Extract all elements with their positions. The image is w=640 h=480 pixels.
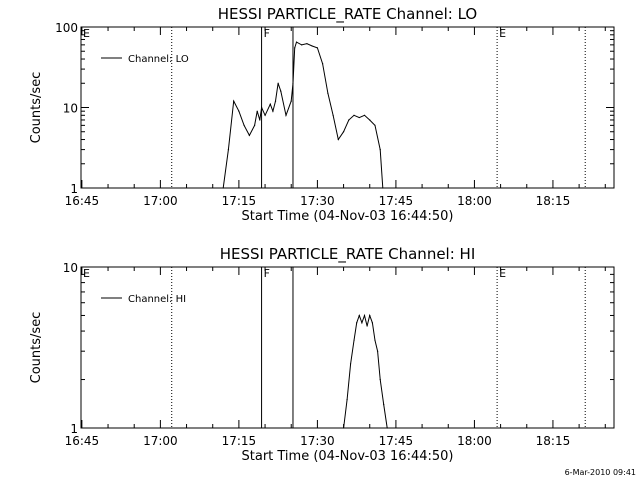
data-point [379,148,381,151]
data-point [358,116,360,119]
x-tick-label: 17:30 [300,434,335,448]
data-point [243,124,245,126]
x-tick-label: 16:45 [65,194,100,208]
data-point [374,124,376,126]
event-marker-label: E [499,267,506,280]
data-point [369,119,371,121]
x-tick-label: 18:00 [457,434,492,448]
data-point [383,403,385,406]
data-point [342,131,345,133]
data-point [306,43,308,45]
data-point [353,339,355,342]
data-series-line [222,41,384,189]
data-point [366,325,368,327]
data-point [348,119,350,121]
y-tick-label: 1 [70,182,78,196]
data-point [353,114,355,116]
event-marker-label: E [83,27,90,40]
y-axis-label: Counts/sec [29,312,44,384]
data-point [295,41,298,43]
data-point [260,106,263,109]
panel-hi: HESSI PARTICLE_RATE Channel: HIE F E16:45 1… [29,245,615,464]
chart-title: HESSI PARTICLE_RATE Channel: HI [220,245,476,264]
data-point [369,314,371,317]
legend-label: Channel: HI [128,294,186,305]
data-point [382,187,384,189]
x-tick-label: 17:00 [143,434,178,448]
data-point [346,399,348,401]
x-tick-label: 17:30 [300,194,335,208]
data-point [294,47,296,49]
data-point [277,82,279,84]
data-point [349,363,352,365]
data-point [374,339,376,342]
data-point [259,119,261,121]
x-tick-label: 18:00 [457,194,492,208]
panel-lo: HESSI PARTICLE_RATE Channel: LOE F E16:45 1… [29,5,615,224]
data-point [386,427,388,429]
data-point [301,44,303,46]
data-point [238,110,240,112]
data-point [356,322,358,324]
data-point [316,47,319,49]
event-marker-label: F [264,27,270,40]
data-point [290,100,292,102]
data-point [292,82,294,84]
data-point [379,378,381,381]
y-axis-label: Counts/sec [29,72,44,144]
data-point [342,427,345,429]
data-point [371,322,373,324]
data-point [272,110,274,112]
x-tick-label: 17:15 [222,194,257,208]
data-point [274,100,277,102]
data-point [311,45,313,47]
chart-title: HESSI PARTICLE_RATE Channel: LO [218,5,477,24]
data-point [253,124,256,126]
data-point [337,138,339,141]
y-tick-label: 10 [63,261,78,275]
data-point [363,314,366,317]
plot-frame [80,266,615,429]
x-tick-label: 17:00 [143,194,178,208]
x-tick-label: 17:15 [222,434,257,448]
data-point [269,103,271,105]
data-point [264,114,266,116]
event-marker-label: F [264,267,270,280]
data-point [361,322,363,324]
plot-frame [80,26,615,189]
x-tick-label: 16:45 [65,434,100,448]
y-tick-label: 10 [63,102,78,116]
data-point [363,114,366,116]
data-point [376,350,379,352]
data-point [248,134,250,137]
x-axis-label: Start Time (04-Nov-03 16:44:50) [242,449,454,464]
x-axis-label: Start Time (04-Nov-03 16:44:50) [242,209,454,224]
event-marker-label: E [83,267,90,280]
y-tick-label: 100 [55,21,78,35]
data-point [280,90,282,92]
timestamp-footer: 6-Mar-2010 09:41 [565,468,636,477]
data-point [358,314,360,317]
data-point [285,114,287,116]
data-point [227,148,230,151]
data-point [327,92,329,94]
x-tick-label: 17:45 [379,434,414,448]
data-point [222,187,224,189]
x-tick-label: 18:15 [536,194,571,208]
data-point [322,63,324,65]
legend-label: Channel: LO [128,54,189,65]
event-marker-label: E [499,27,506,40]
data-point [332,114,334,116]
data-point [256,110,258,112]
data-series-line [343,313,388,429]
x-tick-label: 17:45 [379,194,414,208]
y-tick-label: 1 [70,422,78,436]
data-point [233,100,235,102]
x-tick-label: 18:15 [536,434,571,448]
